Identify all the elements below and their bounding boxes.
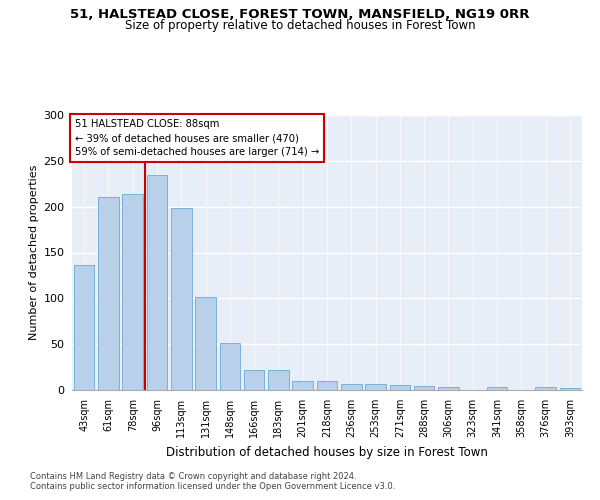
Bar bbox=[98, 196, 119, 390]
Text: Contains public sector information licensed under the Open Government Licence v3: Contains public sector information licen… bbox=[30, 482, 395, 491]
Bar bbox=[146, 176, 167, 390]
Bar bbox=[268, 370, 289, 390]
Bar bbox=[244, 370, 265, 390]
Bar bbox=[560, 388, 580, 390]
Bar bbox=[195, 298, 216, 390]
Bar bbox=[292, 381, 313, 390]
Y-axis label: Number of detached properties: Number of detached properties bbox=[29, 165, 39, 340]
Bar bbox=[535, 387, 556, 390]
Bar bbox=[122, 194, 143, 390]
Text: Size of property relative to detached houses in Forest Town: Size of property relative to detached ho… bbox=[125, 19, 475, 32]
Bar bbox=[487, 387, 508, 390]
Bar bbox=[365, 384, 386, 390]
Bar bbox=[389, 386, 410, 390]
Bar bbox=[74, 266, 94, 390]
Text: Distribution of detached houses by size in Forest Town: Distribution of detached houses by size … bbox=[166, 446, 488, 459]
Bar bbox=[414, 386, 434, 390]
Bar bbox=[220, 343, 240, 390]
Bar bbox=[341, 384, 362, 390]
Text: Contains HM Land Registry data © Crown copyright and database right 2024.: Contains HM Land Registry data © Crown c… bbox=[30, 472, 356, 481]
Bar bbox=[317, 381, 337, 390]
Bar bbox=[171, 208, 191, 390]
Bar bbox=[438, 387, 459, 390]
Text: 51, HALSTEAD CLOSE, FOREST TOWN, MANSFIELD, NG19 0RR: 51, HALSTEAD CLOSE, FOREST TOWN, MANSFIE… bbox=[70, 8, 530, 20]
Text: 51 HALSTEAD CLOSE: 88sqm
← 39% of detached houses are smaller (470)
59% of semi-: 51 HALSTEAD CLOSE: 88sqm ← 39% of detach… bbox=[74, 119, 319, 157]
